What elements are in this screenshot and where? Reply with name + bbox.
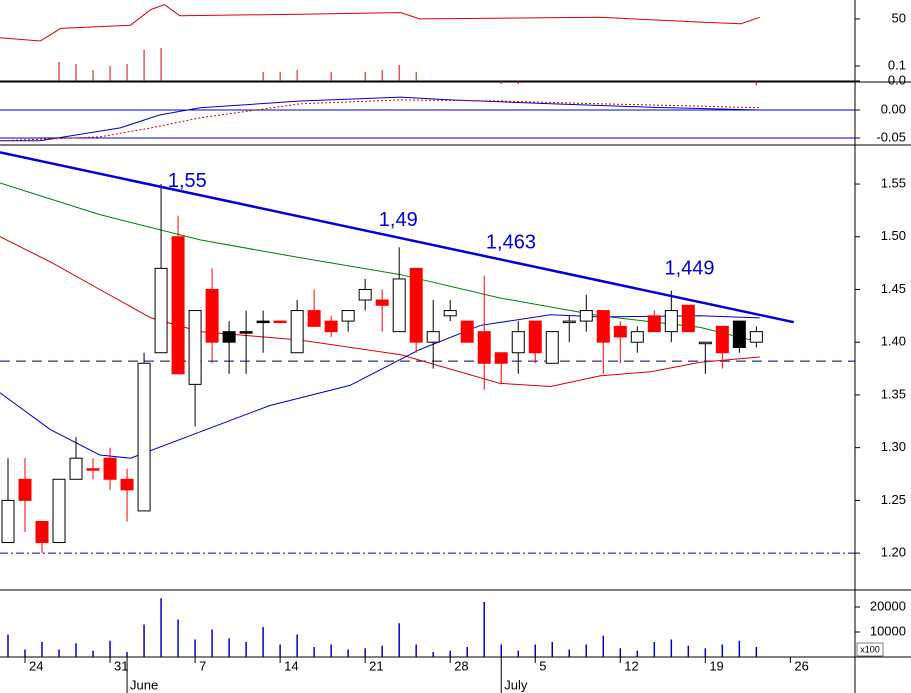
candle-body <box>290 310 304 354</box>
candle-body <box>188 310 202 385</box>
y-tick-label: 1.55 <box>881 175 906 190</box>
y-tick-label: 0.00 <box>881 101 906 116</box>
x-tick-label: 24 <box>29 658 43 673</box>
candle-body <box>18 478 32 501</box>
x-tick-label: 5 <box>539 658 546 673</box>
y-tick-label: 1.50 <box>881 228 906 243</box>
y-tick-label: 1.45 <box>881 281 906 296</box>
candle-body <box>273 320 287 324</box>
unit-label: x100 <box>860 644 880 654</box>
y-tick-label: 50 <box>892 10 906 25</box>
candle-body <box>443 310 457 317</box>
y-tick-label: 20000 <box>870 598 906 613</box>
indicator-line <box>0 4 760 42</box>
candle-body <box>494 352 508 364</box>
annotation: 1,463 <box>486 231 536 253</box>
candle-body <box>647 315 661 333</box>
candle-body <box>324 320 338 333</box>
candle-body <box>171 236 185 375</box>
candle-body <box>528 320 542 354</box>
candle-body <box>562 320 576 324</box>
y-tick-label: 1.25 <box>881 492 906 507</box>
annotation: 1,55 <box>168 170 207 192</box>
candle-body <box>239 331 253 334</box>
candle-body <box>426 331 440 343</box>
candle-body <box>715 325 729 354</box>
y-tick-label: 1.35 <box>881 386 906 401</box>
candle-body <box>205 288 219 343</box>
candle-body <box>698 341 712 345</box>
candle-body <box>579 310 593 322</box>
candle-body <box>613 325 627 338</box>
indicator-line <box>0 99 760 142</box>
x-tick-label: 12 <box>624 658 638 673</box>
x-tick-label: 21 <box>369 658 383 673</box>
y-tick-label: 0.0 <box>888 72 906 87</box>
candle-body <box>358 288 372 301</box>
y-tick-label: 10000 <box>870 623 906 638</box>
candle-body <box>460 320 474 343</box>
candle-body <box>341 310 355 322</box>
y-tick-label: 1.30 <box>881 439 906 454</box>
unit-box <box>856 642 884 657</box>
x-tick-label: 14 <box>284 658 298 673</box>
candle-body <box>596 310 610 343</box>
candle-body <box>681 304 695 333</box>
candle-body <box>52 478 66 544</box>
candle-body <box>375 299 389 306</box>
indicator-line <box>0 96 760 142</box>
candle-body <box>732 320 746 348</box>
x-tick-label: 19 <box>709 658 723 673</box>
x-tick-label: 7 <box>199 658 206 673</box>
indicator-line <box>0 151 795 324</box>
candle-body <box>545 331 559 364</box>
month-label: July <box>504 677 528 692</box>
candle-body <box>664 310 678 333</box>
candle-body <box>86 468 100 471</box>
candle-body <box>137 362 151 512</box>
y-tick-label: -0.05 <box>876 129 906 144</box>
candle-body <box>103 457 117 480</box>
month-label: June <box>130 677 158 692</box>
candle-body <box>222 331 236 343</box>
indicator-line <box>0 236 760 388</box>
candle-body <box>511 331 525 354</box>
candle-body <box>392 278 406 333</box>
annotation: 1,449 <box>665 258 715 280</box>
candle-body <box>307 310 321 327</box>
candle-body <box>749 331 763 343</box>
candle-body <box>630 331 644 343</box>
candle-body <box>409 267 423 343</box>
candle-body <box>120 478 134 491</box>
y-tick-label: 1.20 <box>881 545 906 560</box>
candle-body <box>256 320 270 324</box>
annotation: 1,49 <box>379 209 418 231</box>
candle-body <box>477 331 491 364</box>
x-tick-label: 28 <box>454 658 468 673</box>
candle-body <box>69 457 83 480</box>
y-tick-label: 1.40 <box>881 334 906 349</box>
candle-body <box>154 267 168 354</box>
y-tick-label: 0.1 <box>888 57 906 72</box>
candle-body <box>35 520 49 544</box>
x-tick-label: 26 <box>794 658 808 673</box>
candle-body <box>1 499 15 544</box>
x-tick-label: 31 <box>114 658 128 673</box>
